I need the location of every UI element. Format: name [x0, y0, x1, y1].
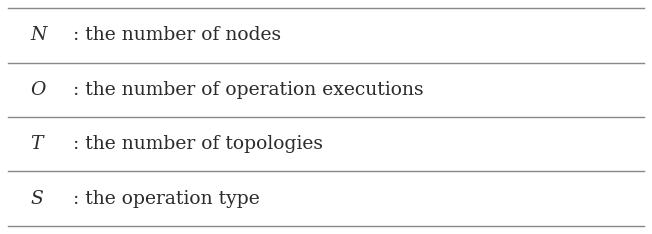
Text: O: O — [31, 81, 46, 99]
Text: : the number of operation executions: : the number of operation executions — [73, 81, 423, 99]
Text: S: S — [31, 190, 44, 208]
Text: : the number of topologies: : the number of topologies — [73, 135, 323, 153]
Text: : the number of nodes: : the number of nodes — [73, 26, 281, 44]
Text: T: T — [31, 135, 43, 153]
Text: : the operation type: : the operation type — [73, 190, 259, 208]
Text: N: N — [31, 26, 47, 44]
